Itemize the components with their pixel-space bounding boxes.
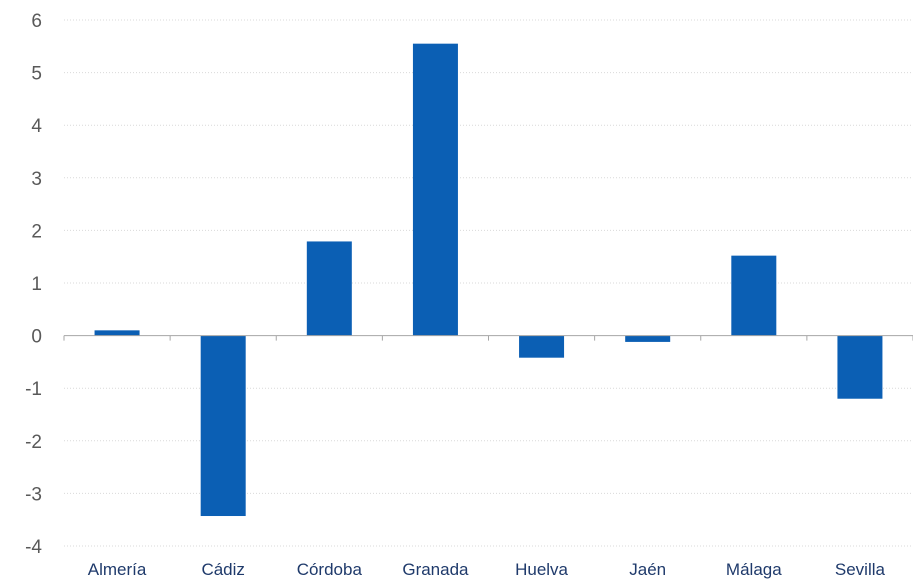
- y-tick-label: 6: [31, 11, 42, 32]
- y-tick-label: 5: [31, 64, 42, 85]
- x-tick-label: Granada: [402, 560, 469, 579]
- bar-huelva: [519, 335, 565, 358]
- y-tick-label: 0: [31, 327, 42, 348]
- y-axis-tick-labels: 6 5 4 3 2 1 0 -1 -2 -3 -4: [25, 11, 42, 558]
- x-tick-label: Málaga: [726, 560, 782, 579]
- bar-málaga: [731, 255, 777, 336]
- x-tick-label: Jaén: [629, 560, 666, 579]
- bar-almería: [94, 330, 140, 336]
- y-tick-label: 4: [31, 116, 42, 137]
- x-axis: [63, 335, 913, 341]
- x-tick-label: Cádiz: [201, 560, 244, 579]
- x-axis-tick-labels: Almería Cádiz Córdoba Granada Huelva Jaén Mála…: [88, 560, 886, 579]
- bar-jaén: [625, 335, 671, 342]
- gridlines: [64, 19, 913, 547]
- x-tick-label: Córdoba: [297, 560, 363, 579]
- y-tick-label: 1: [31, 274, 42, 295]
- y-tick-label: -2: [25, 432, 42, 453]
- x-tick-label: Almería: [88, 560, 147, 579]
- bar-córdoba: [306, 241, 352, 336]
- bar-cádiz: [200, 335, 246, 517]
- y-tick-label: -1: [25, 379, 42, 400]
- y-tick-label: 3: [31, 169, 42, 190]
- x-tick-label: Huelva: [515, 560, 568, 579]
- y-tick-label: -3: [25, 484, 42, 505]
- x-tick-label: Sevilla: [835, 560, 886, 579]
- bar-sevilla: [837, 335, 883, 399]
- bar-granada: [412, 43, 458, 336]
- y-tick-label: 2: [31, 221, 42, 242]
- bars: [94, 43, 883, 517]
- y-tick-label: -4: [25, 537, 42, 558]
